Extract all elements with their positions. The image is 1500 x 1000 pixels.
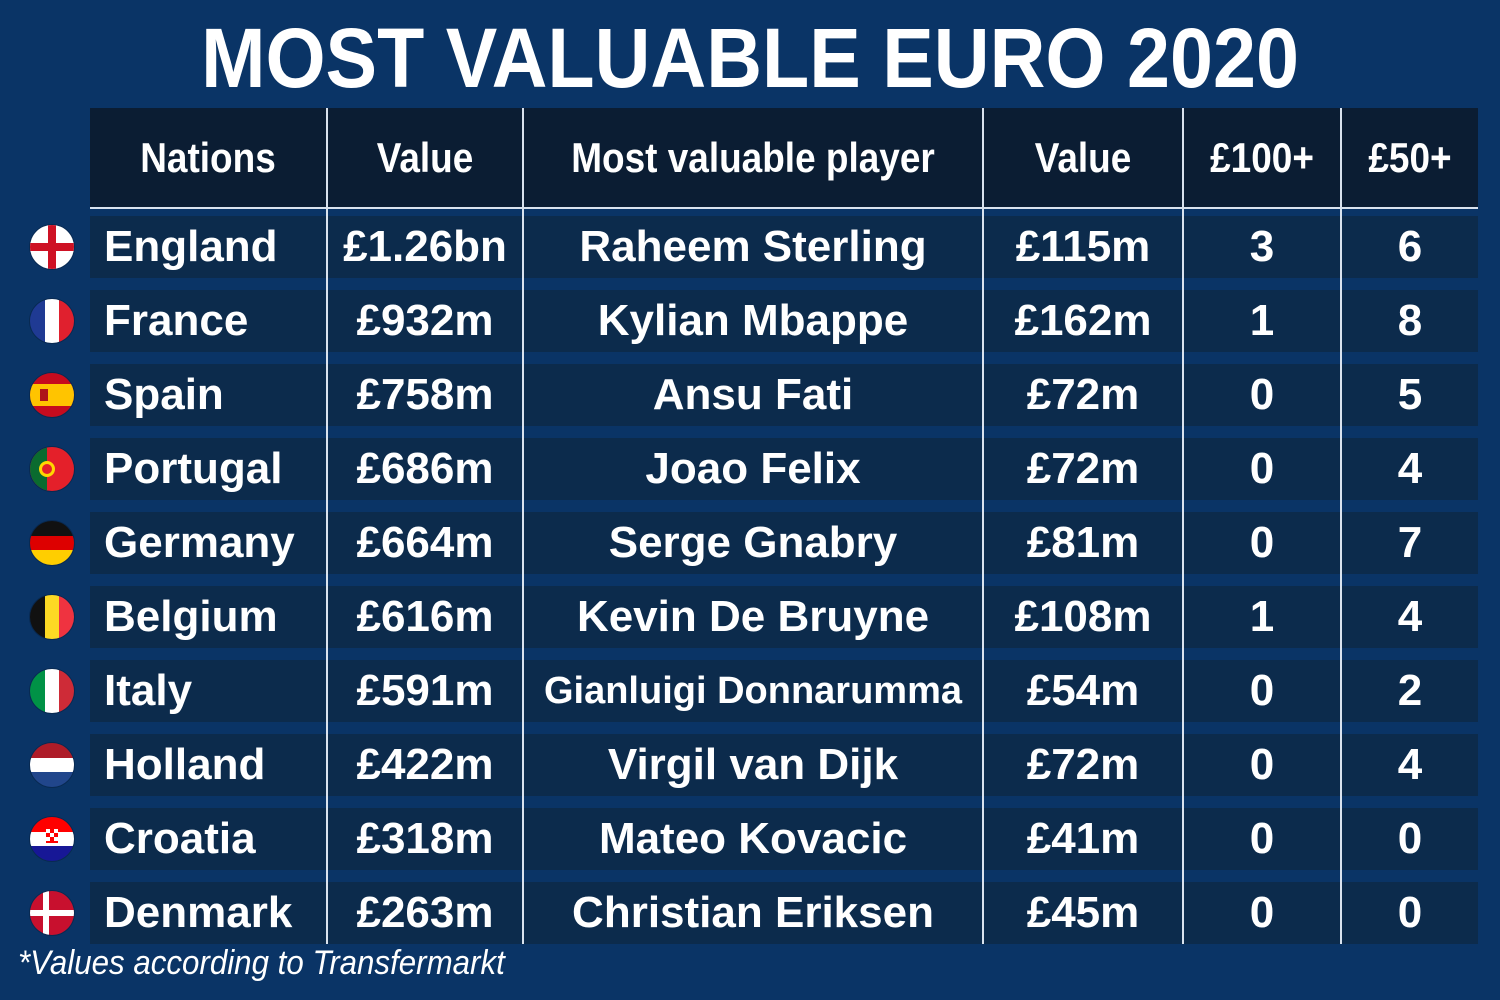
table-header: Nations Value Most valuable player Value…	[90, 108, 1478, 208]
nation-cell: Italy	[104, 666, 193, 715]
squad-value-cell: £932m	[356, 296, 494, 345]
france-flag-icon	[30, 299, 74, 343]
player-value-cell: £115m	[1015, 222, 1151, 271]
over-100m-count-cell: 0	[1249, 814, 1275, 863]
nation-cell: Portugal	[104, 444, 283, 493]
table-row: England £1.26bn Raheem Sterling £115m 3 6	[90, 216, 1478, 278]
table-row: Spain £758m Ansu Fati £72m 0 5	[90, 364, 1478, 426]
over-50m-count-cell: 4	[1397, 740, 1423, 789]
squad-value-cell: £318m	[356, 814, 494, 863]
nation-cell: Spain	[104, 370, 224, 419]
squad-value-cell: £1.26bn	[343, 222, 507, 271]
column-divider	[982, 108, 984, 944]
squad-value-cell: £263m	[356, 888, 494, 937]
table-row: Belgium £616m Kevin De Bruyne £108m 1 4	[90, 586, 1478, 648]
over-100m-count-cell: 0	[1249, 444, 1275, 493]
spain-flag-icon	[30, 373, 74, 417]
squad-value-cell: £591m	[356, 666, 494, 715]
player-value-cell: £41m	[1026, 814, 1140, 863]
over-50m-count-cell: 5	[1397, 370, 1423, 419]
player-cell: Raheem Sterling	[579, 222, 927, 271]
player-cell: Joao Felix	[645, 444, 861, 493]
squad-value-cell: £664m	[356, 518, 494, 567]
over-100m-count-cell: 0	[1249, 370, 1275, 419]
column-divider	[1340, 108, 1342, 944]
over-100m-count-cell: 1	[1249, 592, 1275, 641]
netherlands-flag-icon	[30, 743, 74, 787]
header-over-100m: £100+	[1210, 134, 1314, 181]
player-cell: Serge Gnabry	[608, 518, 898, 567]
squad-value-cell: £686m	[356, 444, 494, 493]
nation-cell: France	[104, 296, 249, 345]
portugal-flag-icon	[30, 447, 74, 491]
header-divider	[90, 207, 1478, 209]
squad-value-table: Nations Value Most valuable player Value…	[90, 108, 1478, 944]
player-value-cell: £72m	[1026, 740, 1140, 789]
header-most-valuable-player: Most valuable player	[571, 134, 935, 181]
nation-cell: England	[104, 222, 278, 271]
table-row: France £932m Kylian Mbappe £162m 1 8	[90, 290, 1478, 352]
squad-value-cell: £616m	[356, 592, 494, 641]
player-value-cell: £81m	[1026, 518, 1140, 567]
over-50m-count-cell: 7	[1397, 518, 1423, 567]
player-value-cell: £162m	[1014, 296, 1152, 345]
over-50m-count-cell: 8	[1397, 296, 1423, 345]
header-nations: Nations	[140, 134, 276, 181]
croatia-flag-icon	[30, 817, 74, 861]
player-value-cell: £72m	[1026, 370, 1140, 419]
over-50m-count-cell: 4	[1397, 592, 1423, 641]
over-100m-count-cell: 1	[1249, 296, 1275, 345]
squad-value-cell: £758m	[356, 370, 494, 419]
player-cell: Mateo Kovacic	[598, 814, 908, 863]
table-row: Holland £422m Virgil van Dijk £72m 0 4	[90, 734, 1478, 796]
over-50m-count-cell: 4	[1397, 444, 1423, 493]
player-cell: Kevin De Bruyne	[576, 592, 930, 641]
belgium-flag-icon	[30, 595, 74, 639]
player-value-cell: £108m	[1014, 592, 1152, 641]
table-row: Portugal £686m Joao Felix £72m 0 4	[90, 438, 1478, 500]
table-row: Croatia £318m Mateo Kovacic £41m 0 0	[90, 808, 1478, 870]
over-100m-count-cell: 0	[1249, 666, 1275, 715]
nation-cell: Holland	[104, 740, 266, 789]
player-cell: Virgil van Dijk	[607, 740, 899, 789]
source-footnote: *Values according to Transfermarkt	[18, 944, 505, 982]
player-cell: Gianluigi Donnarumma	[543, 669, 963, 712]
nation-cell: Denmark	[104, 888, 293, 937]
england-flag-icon	[30, 225, 74, 269]
nation-cell: Croatia	[104, 814, 256, 863]
player-value-cell: £54m	[1026, 666, 1140, 715]
nation-cell: Belgium	[104, 592, 278, 641]
player-value-cell: £45m	[1026, 888, 1140, 937]
player-cell: Kylian Mbappe	[597, 296, 909, 345]
column-divider	[522, 108, 524, 944]
table-row: Germany £664m Serge Gnabry £81m 0 7	[90, 512, 1478, 574]
over-100m-count-cell: 3	[1249, 222, 1275, 271]
over-100m-count-cell: 0	[1249, 740, 1275, 789]
over-100m-count-cell: 0	[1249, 518, 1275, 567]
over-50m-count-cell: 6	[1397, 222, 1423, 271]
italy-flag-icon	[30, 669, 74, 713]
table-row: Denmark £263m Christian Eriksen £45m 0 0	[90, 882, 1478, 944]
header-value: Value	[376, 134, 474, 181]
germany-flag-icon	[30, 521, 74, 565]
over-50m-count-cell: 0	[1397, 888, 1423, 937]
over-100m-count-cell: 0	[1249, 888, 1275, 937]
denmark-flag-icon	[30, 891, 74, 935]
squad-value-cell: £422m	[356, 740, 494, 789]
over-50m-count-cell: 2	[1397, 666, 1423, 715]
header-over-50m: £50+	[1368, 134, 1452, 181]
player-value-cell: £72m	[1026, 444, 1140, 493]
table-row: Italy £591m Gianluigi Donnarumma £54m 0 2	[90, 660, 1478, 722]
column-divider	[1182, 108, 1184, 944]
column-divider	[326, 108, 328, 944]
over-50m-count-cell: 0	[1397, 814, 1423, 863]
player-cell: Christian Eriksen	[572, 888, 934, 937]
header-player-value: Value	[1034, 134, 1132, 181]
player-cell: Ansu Fati	[652, 370, 854, 419]
nation-cell: Germany	[104, 518, 295, 567]
